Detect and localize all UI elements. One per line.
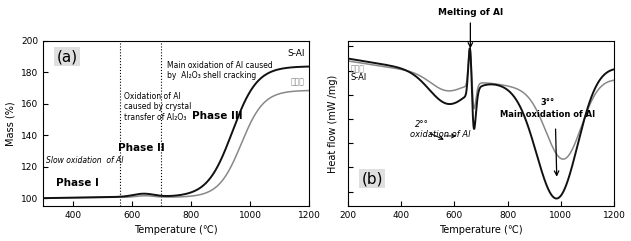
X-axis label: Temperature (℃): Temperature (℃) — [134, 225, 218, 235]
Text: Phase II: Phase II — [118, 143, 165, 153]
Text: Oxidation of Al
caused by crystal
transfer of Al₂O₃: Oxidation of Al caused by crystal transf… — [124, 92, 191, 122]
Text: S-Al: S-Al — [351, 73, 367, 82]
Text: Slow oxidation  of Al: Slow oxidation of Al — [45, 156, 123, 165]
Text: (a): (a) — [57, 49, 78, 64]
Y-axis label: Heat flow (mW /mg): Heat flow (mW /mg) — [327, 74, 338, 173]
Text: Phase I: Phase I — [56, 178, 98, 187]
Text: S-Al: S-Al — [287, 49, 305, 58]
Y-axis label: Mass (%): Mass (%) — [6, 101, 16, 146]
Text: Melting of Al: Melting of Al — [438, 8, 503, 47]
Text: 2°°: 2°° — [415, 120, 428, 129]
Text: Main oxidation of Al: Main oxidation of Al — [500, 110, 595, 119]
Text: (b): (b) — [362, 171, 383, 186]
Text: Main oxidation of Al caused
by  Al₂O₃ shell cracking: Main oxidation of Al caused by Al₂O₃ she… — [167, 61, 273, 80]
Text: 3°°: 3°° — [540, 98, 555, 107]
Text: oxidation of Al: oxidation of Al — [410, 130, 470, 139]
Text: Phase III: Phase III — [192, 111, 243, 121]
Text: 绍铝粉: 绍铝粉 — [291, 77, 305, 86]
X-axis label: Temperature (℃): Temperature (℃) — [439, 225, 523, 235]
Text: 绍铝粉: 绍铝粉 — [351, 65, 365, 74]
